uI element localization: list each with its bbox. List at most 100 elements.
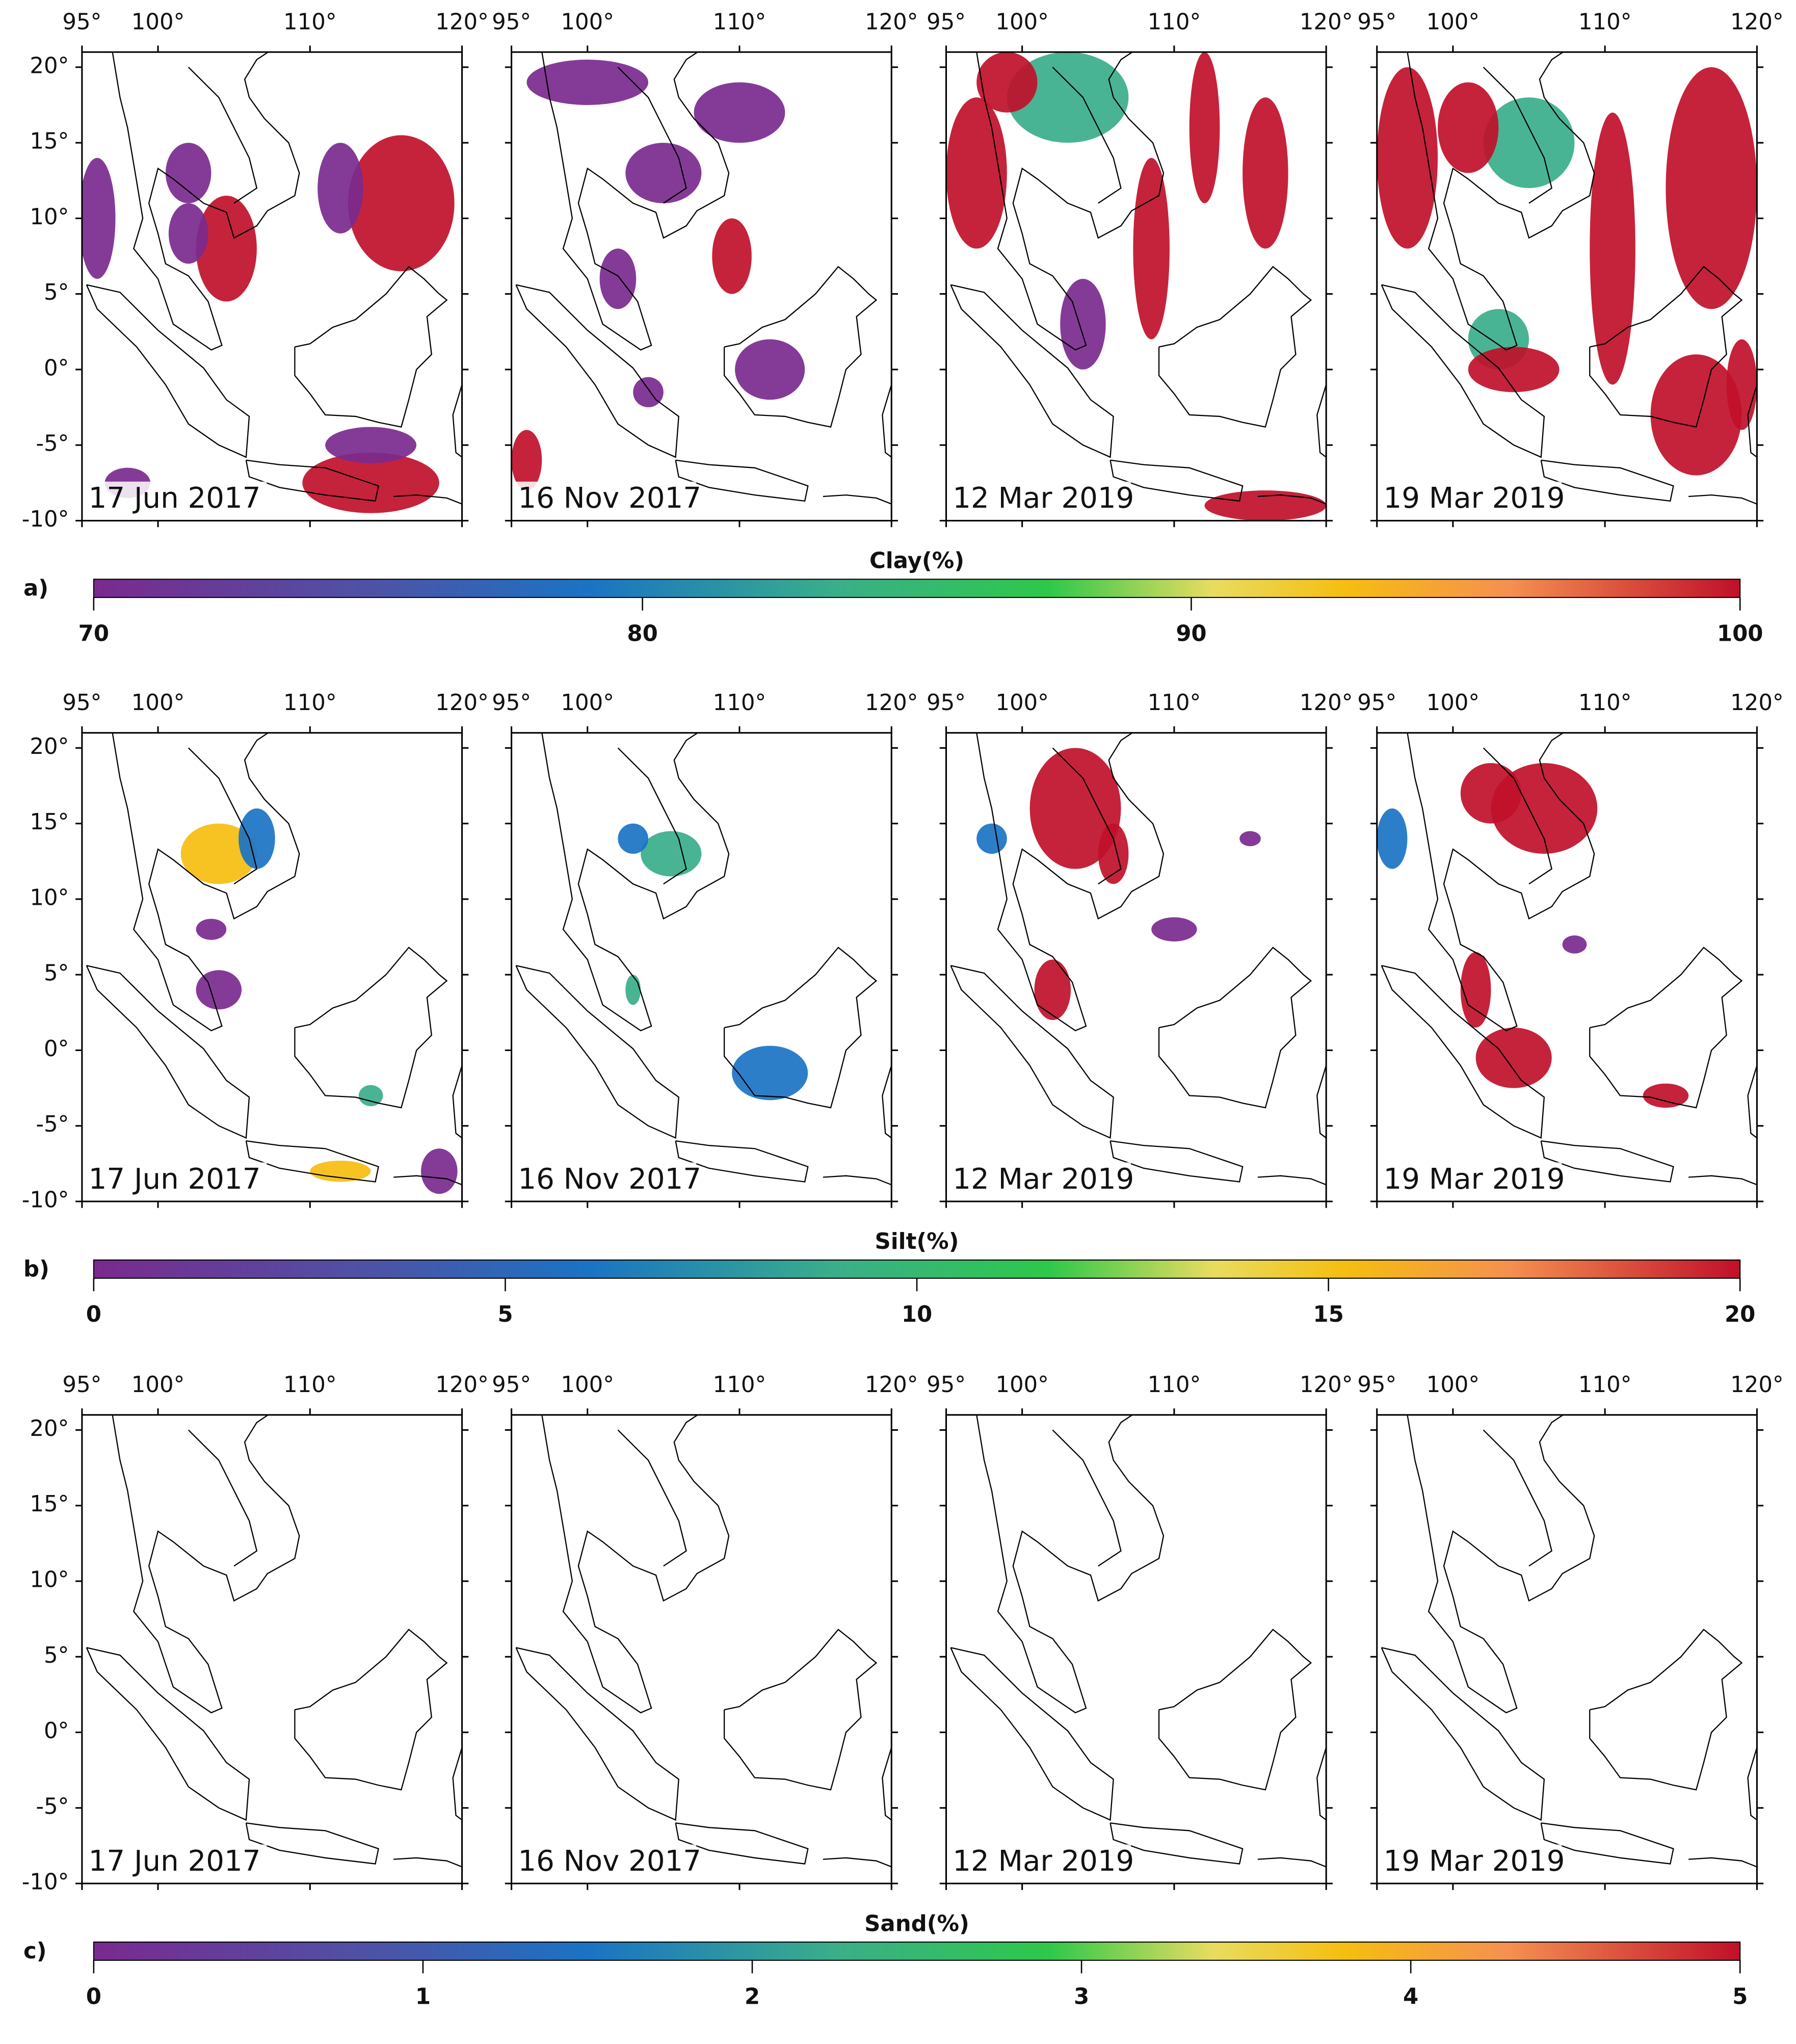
data-field: [1460, 763, 1522, 824]
coastline: [617, 1429, 687, 1567]
date-bg: [84, 481, 267, 516]
map-content: [950, 732, 1327, 1186]
coastline: [1110, 459, 1244, 502]
coastline: [1052, 66, 1122, 204]
data-field: [712, 218, 752, 294]
coastline: [1747, 384, 1757, 458]
map-frame: [945, 732, 1327, 1202]
data-field: [599, 248, 637, 309]
lon-tick-label: 95°: [62, 9, 101, 35]
map-date: 19 Mar 2019: [1384, 1163, 1565, 1196]
map-frame: [1376, 51, 1758, 522]
coastline: [86, 1647, 250, 1821]
data-field: [1468, 347, 1560, 392]
map-panel: 95° 100° 110° 120° 19 Mar 2019: [1357, 690, 1784, 1208]
lat-tick-label: 0°: [44, 1718, 69, 1744]
lon-tick-label: 95°: [1357, 690, 1396, 716]
data-field: [1189, 52, 1220, 203]
map-panel: 95° 100° 110° 120° 19 Mar 2019: [1357, 1372, 1784, 1890]
map-frame: [511, 51, 892, 522]
lon-tick-label: 95°: [492, 9, 531, 35]
coastline: [515, 284, 679, 458]
lon-tick-label: 110°: [283, 1372, 337, 1398]
lon-tick-label: 100°: [131, 1372, 185, 1398]
lat-tick-label: 0°: [44, 1036, 69, 1062]
lat-tick-label: -5°: [36, 1112, 69, 1137]
data-field: [976, 823, 1007, 854]
coastline: [245, 1140, 379, 1183]
lat-tick-label: 10°: [30, 885, 69, 910]
map-panel: 95° 100° 110° 120° 16 Nov 2017: [492, 690, 918, 1208]
data-field: [348, 135, 455, 272]
coastline: [1589, 266, 1743, 428]
coastline: [1589, 947, 1743, 1109]
coastline: [675, 459, 809, 502]
data-field: [1029, 748, 1121, 869]
data-field: [1438, 82, 1499, 173]
lon-tick-label: 95°: [492, 1372, 531, 1398]
map-content: [515, 1414, 892, 1868]
lon-tick-label: 100°: [995, 1372, 1049, 1398]
map-panel: 95° 100° 110° 120° 12 Mar 2019: [927, 690, 1353, 1208]
lon-tick-label: 95°: [1357, 1372, 1396, 1398]
colorbar-tick-label: 5: [497, 1302, 513, 1327]
coastline: [723, 947, 878, 1109]
map-content: [946, 52, 1327, 521]
coastline: [393, 1175, 462, 1186]
coastline: [294, 1629, 448, 1791]
map-content: [86, 732, 462, 1194]
coastline: [541, 52, 730, 351]
row-label: b): [23, 1256, 49, 1282]
data-field: [318, 143, 363, 234]
coastline: [1158, 266, 1312, 428]
data-field: [1377, 67, 1438, 249]
coastline: [86, 965, 250, 1139]
coastline: [1688, 1175, 1757, 1186]
lon-tick-label: 95°: [62, 690, 101, 716]
coastline: [112, 52, 300, 351]
lon-tick-label: 100°: [995, 690, 1049, 716]
coastline: [1381, 284, 1545, 458]
coastline: [1688, 494, 1757, 505]
map-frame: [511, 732, 892, 1202]
data-field: [625, 143, 702, 203]
data-field: [1460, 952, 1491, 1028]
lat-tick-label: 0°: [44, 355, 69, 381]
map-panel: 95° 100° 110° 120° 20° 15° 10° 5° 0° -5° -10° 17 Ju…: [22, 9, 489, 532]
lon-tick-label: 120°: [1300, 1372, 1353, 1398]
coastline: [976, 52, 1165, 351]
lon-tick-label: 110°: [283, 9, 337, 35]
map-panel: 95° 100° 110° 120° 19 Mar 2019: [1357, 9, 1784, 528]
coastline: [675, 1822, 809, 1865]
data-field: [325, 427, 417, 463]
map-content: [86, 1414, 462, 1868]
lon-tick-label: 95°: [62, 1372, 101, 1398]
date-bg: [948, 1162, 1131, 1196]
date-bg: [514, 481, 697, 516]
data-field: [239, 808, 275, 869]
lat-tick-label: -10°: [22, 1870, 69, 1895]
data-field: [732, 1045, 808, 1100]
lon-tick-label: 110°: [1578, 1372, 1632, 1398]
lon-tick-label: 100°: [561, 9, 614, 35]
colorbar-tick-label: 3: [1074, 1984, 1089, 2009]
coastline: [294, 266, 448, 428]
data-field: [976, 52, 1038, 113]
data-field: [1666, 67, 1757, 309]
map-frame: [81, 51, 463, 522]
coastline: [452, 1065, 462, 1139]
colorbar-tick-label: 0: [86, 1984, 101, 2009]
row-label: a): [23, 575, 48, 601]
data-field: [180, 823, 257, 884]
date-bg: [948, 481, 1131, 516]
date-bg: [514, 1844, 697, 1878]
data-field: [1239, 831, 1261, 847]
date-bg: [948, 1844, 1131, 1878]
lon-tick-label: 120°: [1730, 9, 1784, 35]
lon-tick-label: 120°: [435, 9, 489, 35]
map-frame: [1376, 732, 1758, 1202]
coastline: [1316, 384, 1327, 458]
map-frame: [81, 1414, 463, 1884]
data-field: [625, 975, 641, 1005]
